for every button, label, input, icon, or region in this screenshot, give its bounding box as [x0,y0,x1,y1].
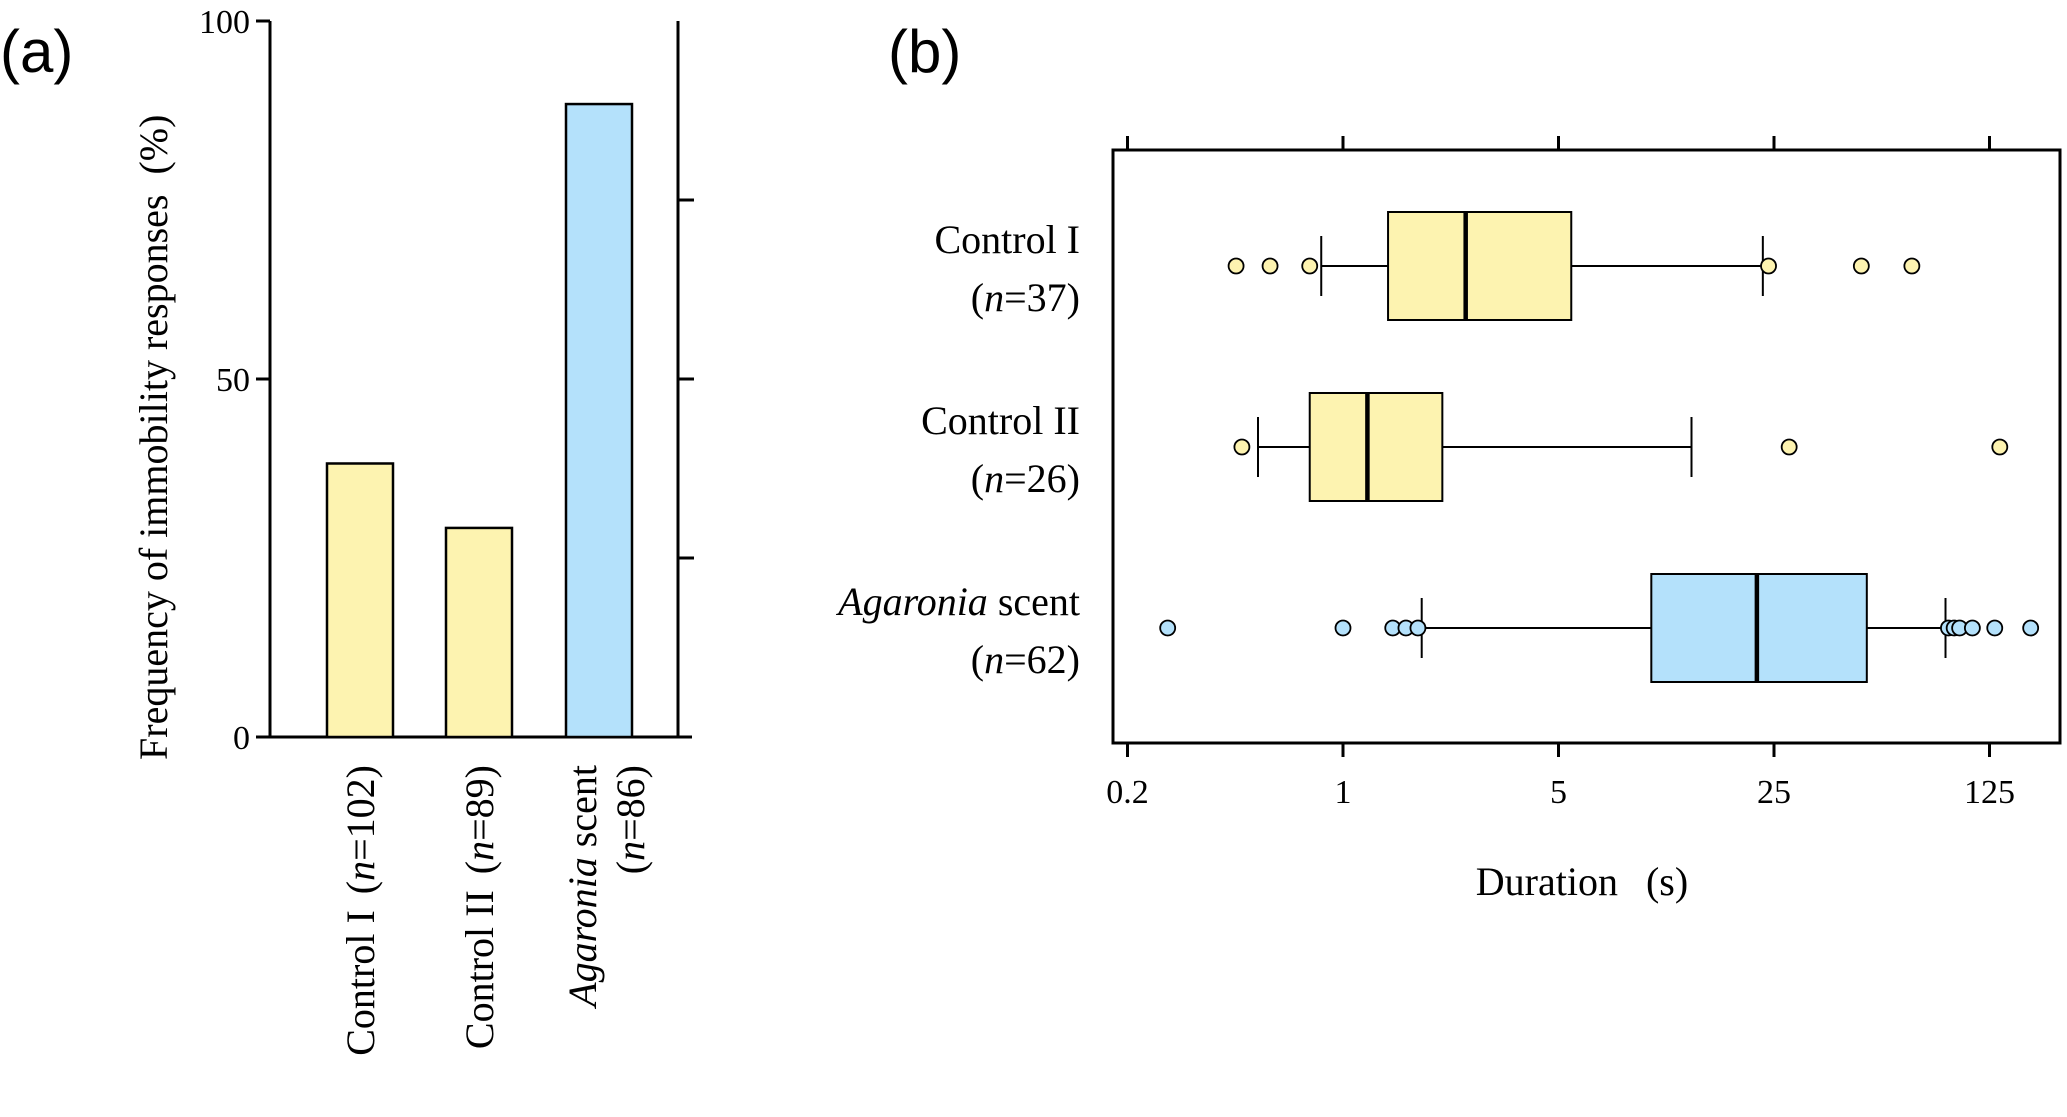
outlier-point [1233,438,1251,456]
iqr-box [1308,392,1444,502]
panel-a-category-label: Control I(n=102) [338,765,383,1056]
panel-b-x-tick-label: 25 [1757,774,1791,811]
panel-b-axes [1111,148,2062,745]
panel-b-group-labels: Control I (n=37) Control II (n=26) Agaronia … [835,217,1080,682]
panel-b-frame [1111,148,2062,745]
outlier-point [1991,438,2009,456]
panel-a-y-tick-label: 0 [233,720,250,757]
outlier-point [1301,257,1319,275]
bar-control-ii [444,526,514,739]
outlier-point [1852,257,1870,275]
box-agaronia [1159,573,2040,683]
panel-b-x-tick-label: 1 [1335,774,1352,811]
panel-b-x-axis-title: Duration (s) [1476,859,1688,904]
panel-b-x-tick-label: 125 [1964,774,2015,811]
outlier-point [1159,619,1177,637]
outlier-point [1334,619,1352,637]
panel-b-x-tick-label: 0.2 [1106,774,1149,811]
panel-b-ticks: 0.2 1 5 25 125 [1106,136,2015,811]
panel-b-group-label: Control I [934,217,1080,262]
panel-a-bar-chart: 0 50 100 Control I(n=102) Control II(n=89) A… [131,4,694,1056]
panel-b-group-label: Control II [921,398,1080,443]
panel-a-y-axis-title: Frequency of immobility responses(%) [131,115,176,760]
panel-b-group-n-label: (n=62) [971,637,1080,682]
outlier-point [1963,619,1981,637]
outlier-point [1903,257,1921,275]
iqr-box [1387,211,1573,321]
outlier-point [1227,257,1245,275]
box-control-i [1227,211,1921,321]
bar-control-i [325,462,395,739]
bar-agaronia [564,102,634,739]
outlier-point [1409,619,1427,637]
outlier-point [1760,257,1777,275]
panel-a-y-tick-label: 100 [199,4,250,41]
panel-b-label: (b) [888,18,961,85]
outlier-point [2022,619,2040,637]
panel-a-y-tick-label: 50 [216,362,250,399]
panel-b-box-plot: 0.2 1 5 25 125 Control I (n=37) Control II (n=2… [835,136,2062,904]
panel-a-label: (a) [0,18,73,85]
panel-a-ticks: 0 50 100 [199,4,694,757]
panel-b-x-tick-label: 5 [1550,774,1567,811]
panel-b-group-n-label: (n=26) [971,456,1080,501]
panel-b-group-n-label: (n=37) [971,275,1080,320]
panel-b-group-label: Agaronia scent [835,579,1080,624]
outlier-point [1780,438,1798,456]
panel-b-boxes [1159,211,2040,683]
outlier-point [1986,619,2004,637]
panel-a-category-label: Agaronia scent [560,765,605,1010]
box-control-ii [1233,392,2009,502]
panel-a-bars [325,102,634,739]
panel-a-category-label: Control II(n=89) [457,765,502,1049]
panel-a-category-n-label: (n=86) [608,765,653,874]
outlier-point [1261,257,1279,275]
panel-a-category-labels: Control I(n=102) Control II(n=89) Agaronia… [338,765,653,1056]
